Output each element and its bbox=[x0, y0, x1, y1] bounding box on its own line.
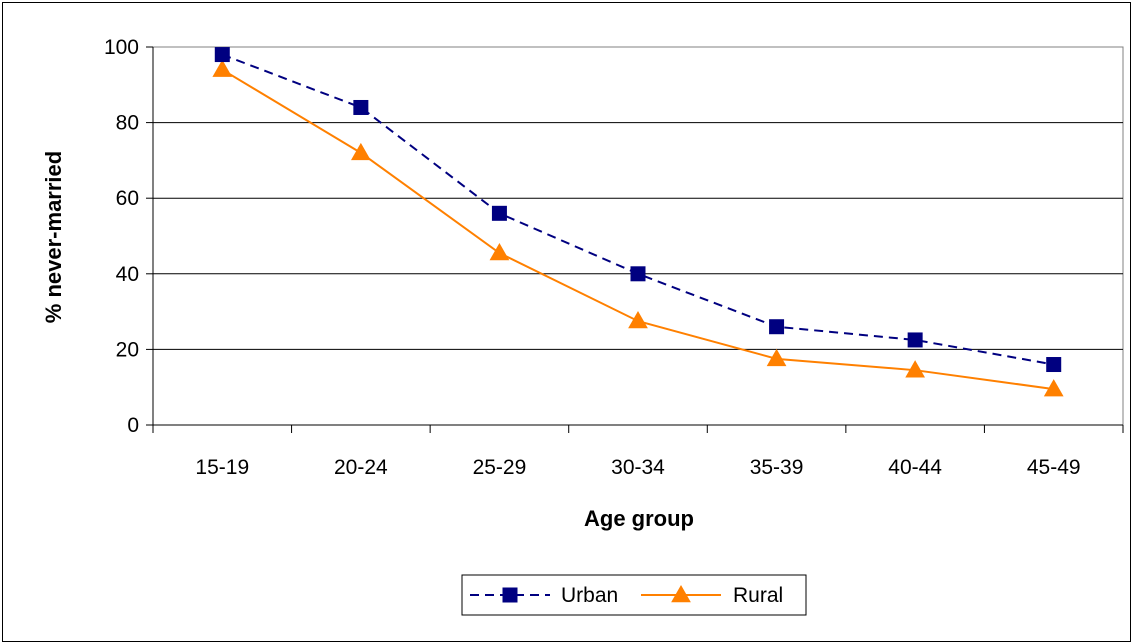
data-point-rural bbox=[350, 142, 371, 161]
legend-label-rural: Rural bbox=[733, 584, 783, 607]
plot-area-border bbox=[152, 46, 1124, 426]
x-tick-label: 15-19 bbox=[195, 456, 249, 479]
legend-label-urban: Urban bbox=[561, 584, 618, 607]
data-point-rural bbox=[1043, 379, 1064, 397]
y-tick-labels: 0 20 40 60 80 100 bbox=[104, 36, 139, 437]
series-urban bbox=[214, 47, 1062, 373]
x-axis-title: Age group bbox=[584, 506, 694, 531]
x-tick-label: 40-44 bbox=[888, 456, 942, 479]
data-point-rural bbox=[212, 59, 233, 77]
grid-lines bbox=[152, 46, 1124, 426]
data-point-urban bbox=[769, 319, 785, 335]
data-point-rural bbox=[905, 360, 926, 378]
data-point-urban bbox=[353, 99, 369, 115]
axes bbox=[146, 46, 1124, 433]
data-point-urban bbox=[630, 266, 646, 282]
x-tick-label: 35-39 bbox=[750, 456, 804, 479]
data-point-rural bbox=[628, 311, 648, 329]
y-tick-label: 60 bbox=[116, 187, 139, 210]
legend: Urban Rural bbox=[461, 574, 807, 616]
data-point-urban bbox=[1046, 357, 1062, 373]
y-tick-label: 80 bbox=[116, 112, 139, 135]
y-tick-label: 40 bbox=[116, 263, 139, 286]
x-tick-labels: 15-19 20-24 25-29 30-34 35-39 40-44 45-49 bbox=[195, 456, 1080, 479]
y-tick-label: 20 bbox=[116, 338, 139, 361]
series-line-rural bbox=[221, 68, 1054, 391]
series-layer bbox=[212, 47, 1064, 397]
x-tick-label: 20-24 bbox=[334, 456, 388, 479]
series-rural bbox=[212, 59, 1064, 397]
legend-item-rural: Rural bbox=[641, 584, 783, 607]
legend-marker-rural bbox=[671, 584, 691, 603]
data-point-rural bbox=[766, 348, 787, 367]
data-point-urban bbox=[214, 47, 230, 63]
line-chart: 0 20 40 60 80 100 15-19 20-24 25-29 30-34 35-39 40… bbox=[41, 36, 1124, 616]
y-tick-label: 0 bbox=[127, 414, 139, 437]
data-point-urban bbox=[907, 332, 923, 348]
x-tick-label: 30-34 bbox=[611, 456, 665, 479]
data-point-urban bbox=[491, 205, 507, 221]
y-tick-label: 100 bbox=[104, 36, 139, 59]
legend-marker-urban bbox=[502, 587, 518, 603]
y-axis-title: % never-married bbox=[41, 151, 66, 323]
x-tick-label: 25-29 bbox=[473, 456, 527, 479]
data-point-rural bbox=[489, 243, 510, 261]
legend-item-urban: Urban bbox=[470, 584, 618, 607]
x-tick-label: 45-49 bbox=[1027, 456, 1081, 479]
